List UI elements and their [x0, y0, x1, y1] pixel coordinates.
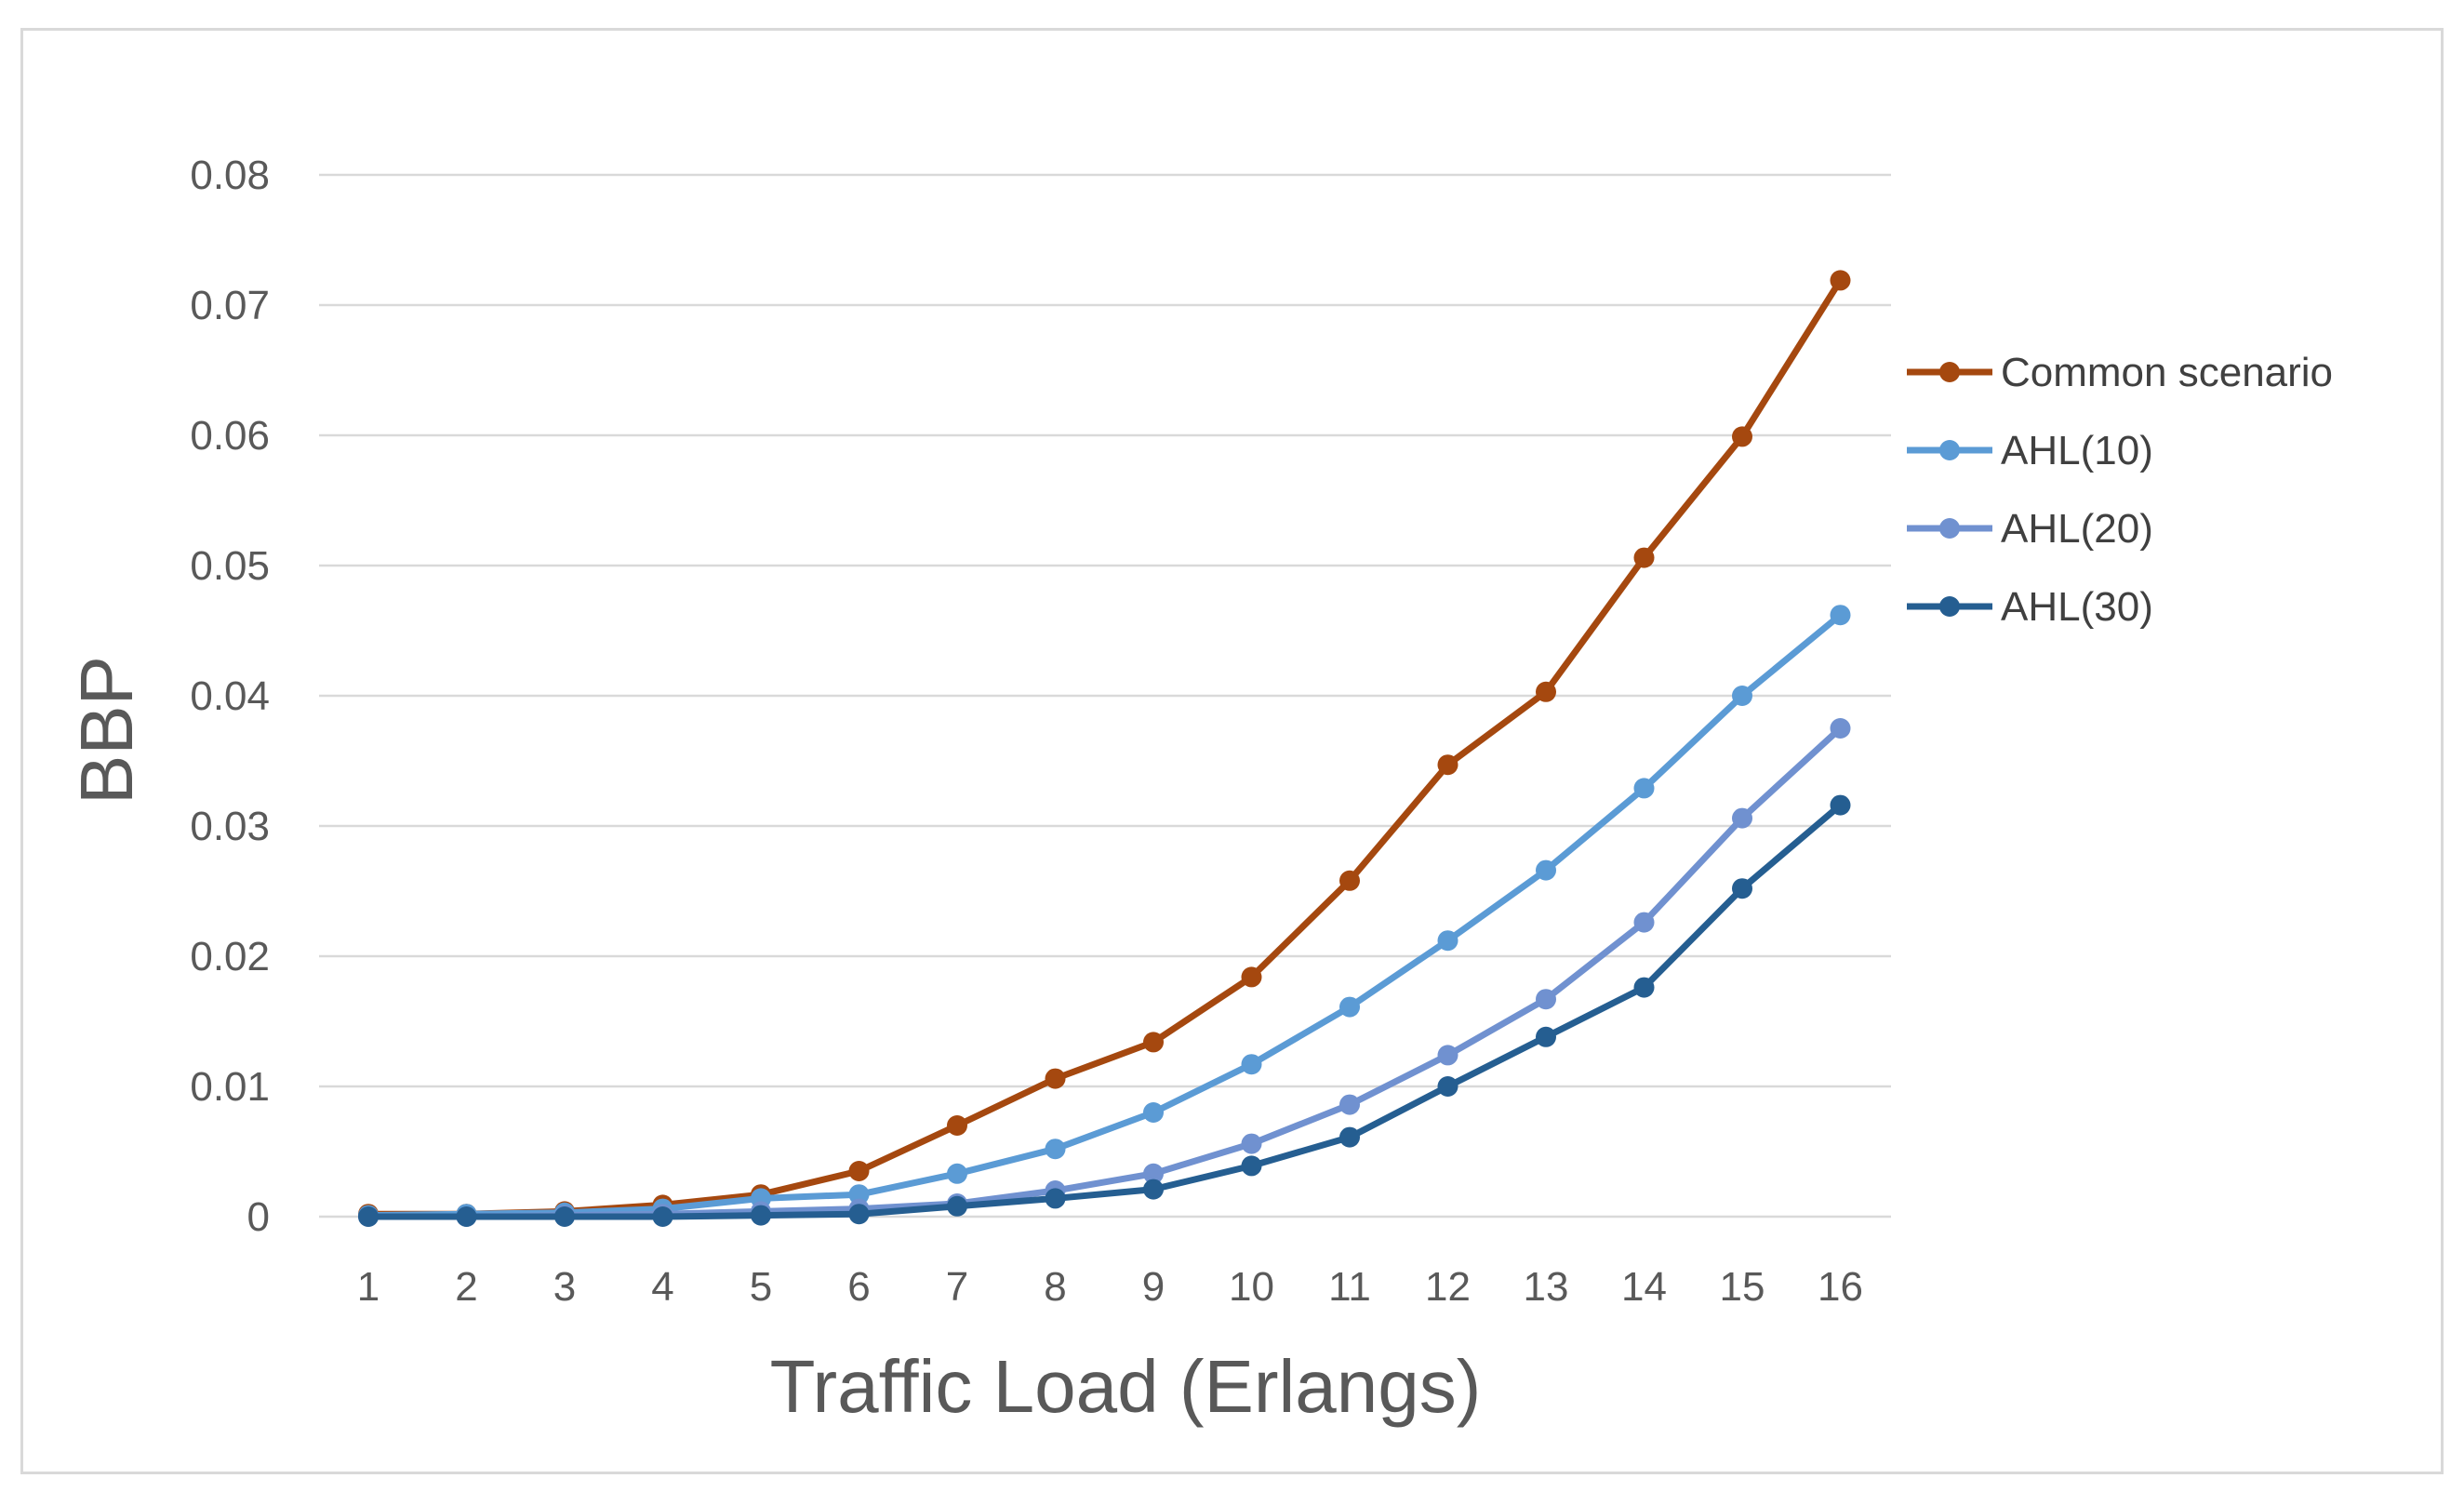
data-point [1241, 1133, 1262, 1154]
data-point [1732, 878, 1752, 899]
data-point [947, 1163, 967, 1184]
data-point [1732, 426, 1752, 447]
legend-item: AHL(30) [1907, 584, 2153, 630]
data-point [1732, 807, 1752, 829]
data-point [1143, 1179, 1164, 1200]
data-point [1339, 870, 1360, 891]
data-point [1437, 754, 1458, 776]
data-point [1339, 1126, 1360, 1148]
x-tick-label: 3 [553, 1264, 576, 1310]
data-point [1732, 686, 1752, 706]
legend-label: AHL(20) [2001, 506, 2153, 552]
data-point [358, 1206, 379, 1227]
x-tick-label: 6 [847, 1264, 870, 1310]
data-point [1633, 547, 1655, 568]
data-point [1437, 930, 1458, 952]
data-point [1339, 1094, 1360, 1115]
series-4 [358, 794, 1851, 1227]
x-tick-label: 16 [1818, 1264, 1863, 1310]
data-point [1830, 718, 1851, 739]
series-lines [358, 270, 1851, 1227]
x-tick-label: 13 [1524, 1264, 1569, 1310]
x-tick-label: 1 [357, 1264, 380, 1310]
y-tick-label: 0.03 [190, 804, 270, 849]
y-tick-label: 0 [247, 1194, 270, 1240]
data-point [1143, 1163, 1164, 1184]
data-point [1536, 681, 1556, 702]
chart-frame [20, 28, 2444, 1474]
legend-item: Common scenario [1907, 350, 2333, 395]
x-tick-label: 14 [1621, 1264, 1667, 1310]
legend-swatch-marker [1939, 440, 1960, 460]
series-1 [358, 270, 1851, 1225]
x-tick-label: 2 [455, 1264, 477, 1310]
y-tick-label: 0.07 [190, 283, 270, 328]
x-tick-label: 8 [1044, 1264, 1066, 1310]
series-line [365, 725, 1844, 1220]
data-point [1241, 1054, 1262, 1075]
y-tick-label: 0.02 [190, 934, 270, 979]
data-point [1536, 859, 1556, 881]
legend: Common scenario AHL(10) AHL(20) AHL(30) [1907, 350, 2333, 630]
y-axis-ticks: 0 0.01 0.02 0.03 0.04 0.05 0.06 0.07 0.08 [190, 153, 270, 1240]
data-point [848, 1161, 870, 1181]
series-line [365, 611, 1844, 1219]
x-tick-label: 15 [1720, 1264, 1765, 1310]
data-point [1633, 912, 1655, 933]
data-point [947, 1115, 967, 1136]
data-point [1045, 1068, 1066, 1089]
data-point [848, 1204, 870, 1225]
data-point [947, 1195, 967, 1217]
x-tick-label: 12 [1425, 1264, 1471, 1310]
legend-item: AHL(10) [1907, 428, 2153, 473]
x-tick-label: 4 [651, 1264, 673, 1310]
data-point [1045, 1188, 1066, 1209]
data-point [1241, 966, 1262, 988]
data-point [1143, 1102, 1164, 1123]
y-tick-label: 0.08 [190, 153, 270, 198]
x-tick-label: 9 [1142, 1264, 1165, 1310]
data-point [1830, 794, 1851, 816]
data-point [1830, 605, 1851, 626]
legend-label: AHL(10) [2001, 428, 2153, 473]
data-point [1633, 778, 1655, 799]
series-3 [358, 718, 1851, 1227]
data-point [751, 1205, 771, 1226]
x-tick-label: 10 [1229, 1264, 1274, 1310]
data-point [652, 1206, 673, 1227]
data-point [456, 1206, 477, 1227]
legend-swatch-marker [1939, 596, 1960, 617]
y-tick-label: 0.05 [190, 543, 270, 589]
data-point [1830, 270, 1851, 291]
data-point [554, 1206, 575, 1227]
x-axis-ticks: 1 2 3 4 5 6 7 8 9 10 11 12 13 14 15 16 [357, 1264, 1863, 1310]
x-tick-label: 7 [946, 1264, 968, 1310]
series-2 [358, 605, 1851, 1226]
data-point [1633, 977, 1655, 998]
x-tick-label: 11 [1328, 1264, 1371, 1310]
data-point [1045, 1139, 1066, 1160]
data-point [848, 1184, 870, 1205]
y-tick-label: 0.04 [190, 673, 270, 719]
x-tick-label: 5 [750, 1264, 772, 1310]
y-tick-label: 0.01 [190, 1064, 270, 1110]
y-tick-label: 0.06 [190, 413, 270, 459]
series-line [365, 802, 1844, 1220]
data-point [1143, 1032, 1164, 1053]
data-point [1437, 1045, 1458, 1066]
data-point [1536, 989, 1556, 1010]
legend-label: AHL(30) [2001, 584, 2153, 630]
y-axis-title: BBP [65, 656, 148, 805]
data-point [1241, 1155, 1262, 1177]
legend-label: Common scenario [2001, 350, 2333, 395]
legend-swatch-marker [1939, 518, 1960, 539]
legend-swatch-marker [1939, 362, 1960, 382]
legend-item: AHL(20) [1907, 506, 2153, 552]
data-point [1437, 1076, 1458, 1097]
data-point [1339, 996, 1360, 1018]
x-axis-title: Traffic Load (Erlangs) [770, 1345, 1482, 1428]
data-point [1536, 1026, 1556, 1047]
series-line [365, 276, 1844, 1218]
